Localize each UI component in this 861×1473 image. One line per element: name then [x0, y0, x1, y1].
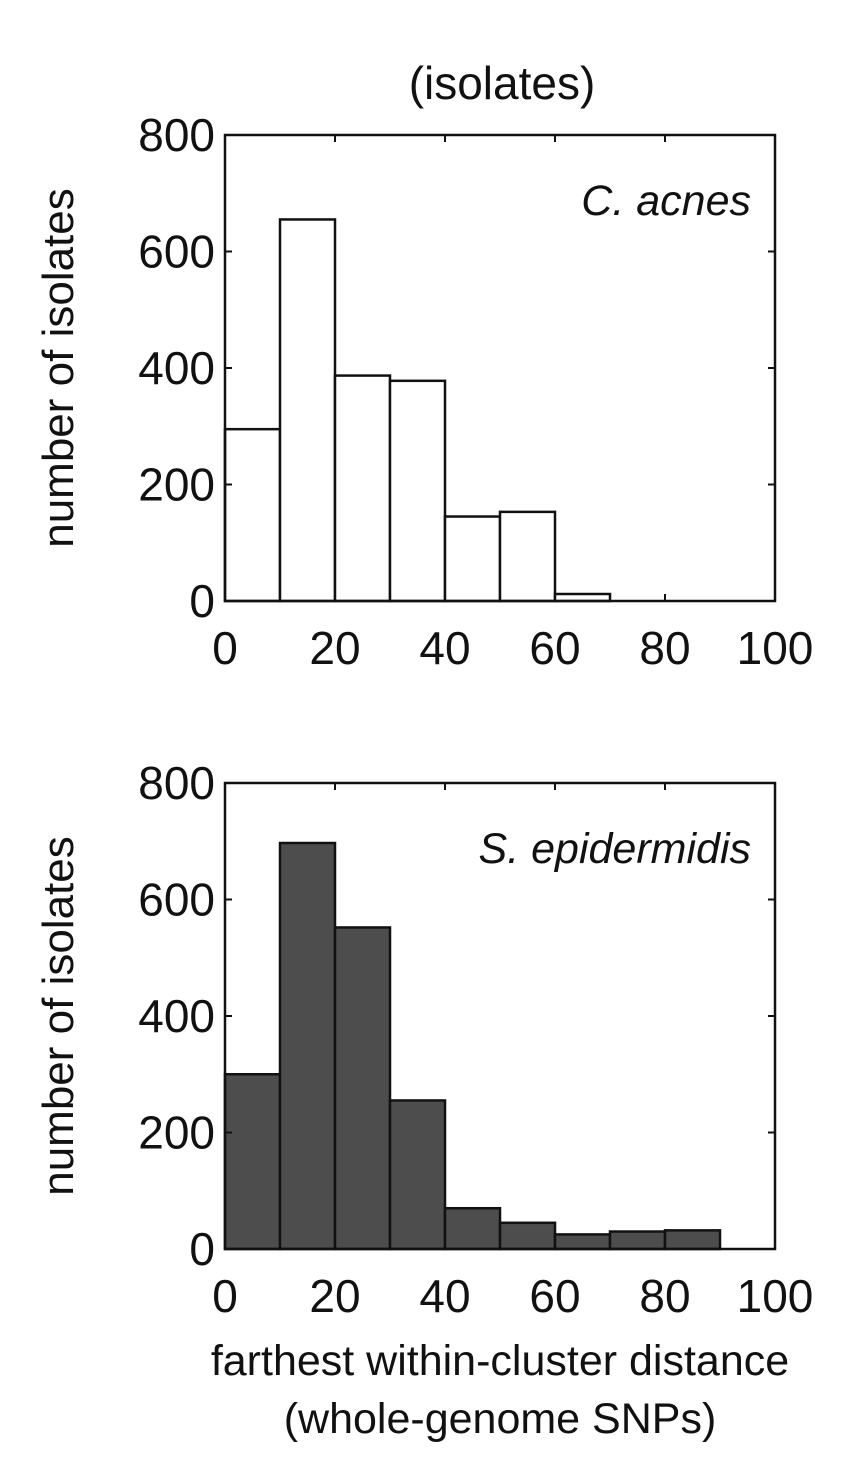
- epidermidis-x-tick-label-20: 20: [309, 1270, 360, 1322]
- epidermidis-bar-40-50: [443, 1206, 502, 1251]
- acnes-x-tick-label-20: 20: [309, 622, 360, 674]
- acnes-y-tick-label-400: 400: [138, 342, 215, 394]
- epidermidis-y-axis-label: number of isolates: [34, 836, 83, 1196]
- acnes-bar-20-30: [333, 374, 392, 603]
- epidermidis-y-tick-label-800: 800: [138, 757, 215, 809]
- acnes-y-axis-label: number of isolates: [34, 188, 83, 548]
- epidermidis-bar-70-80: [608, 1230, 667, 1251]
- epidermidis-x-tick-label-60: 60: [529, 1270, 580, 1322]
- epidermidis-bar-50-60: [498, 1221, 557, 1251]
- figure-title: (isolates): [409, 57, 596, 109]
- epidermidis-y-tick-label-0: 0: [189, 1223, 215, 1275]
- epidermidis-y-tick-label-600: 600: [138, 874, 215, 926]
- acnes-x-tick-label-40: 40: [419, 622, 470, 674]
- epidermidis-y-tick-label-400: 400: [138, 990, 215, 1042]
- epidermidis-histogram-panel: 0 20 40 60 80 100 0 200 400 600 800 number of isola…: [34, 757, 813, 1443]
- epidermidis-bar-80-90: [663, 1229, 722, 1251]
- acnes-histogram-panel: 0 20 40 60 80 100 0 200 400 600 800 number of isola…: [34, 109, 813, 674]
- acnes-x-tick-label-100: 100: [737, 622, 814, 674]
- acnes-y-tick-label-600: 600: [138, 226, 215, 278]
- acnes-x-tick-label-80: 80: [639, 622, 690, 674]
- epidermidis-x-tick-label-100: 100: [737, 1270, 814, 1322]
- acnes-species-label: C. acnes: [581, 177, 751, 225]
- acnes-y-tick-label-800: 800: [138, 109, 215, 161]
- epidermidis-species-label: S. epidermidis: [479, 825, 751, 873]
- acnes-y-tick-label-200: 200: [138, 459, 215, 511]
- acnes-bar-10-20: [278, 218, 337, 603]
- epidermidis-x-axis-label-line-1: farthest within-cluster distance: [211, 1337, 789, 1385]
- epidermidis-x-tick-label-40: 40: [419, 1270, 470, 1322]
- epidermidis-y-tick-label-200: 200: [138, 1107, 215, 1159]
- epidermidis-bar-30-40: [388, 1099, 447, 1251]
- epidermidis-bar-20-30: [333, 926, 392, 1251]
- epidermidis-x-tick-label-0: 0: [212, 1270, 238, 1322]
- epidermidis-bar-0-10: [223, 1073, 282, 1251]
- acnes-bar-40-50: [443, 515, 502, 603]
- acnes-bar-50-60: [498, 510, 557, 603]
- acnes-x-tick-label-0: 0: [212, 622, 238, 674]
- epidermidis-x-tick-label-80: 80: [639, 1270, 690, 1322]
- acnes-y-tick-label-0: 0: [189, 575, 215, 627]
- epidermidis-bar-10-20: [278, 841, 337, 1251]
- epidermidis-x-axis-label-line-2: (whole-genome SNPs): [284, 1395, 717, 1443]
- epidermidis-bar-60-70: [553, 1233, 612, 1251]
- acnes-bar-30-40: [388, 379, 447, 603]
- acnes-bar-0-10: [223, 427, 282, 603]
- acnes-x-tick-label-60: 60: [529, 622, 580, 674]
